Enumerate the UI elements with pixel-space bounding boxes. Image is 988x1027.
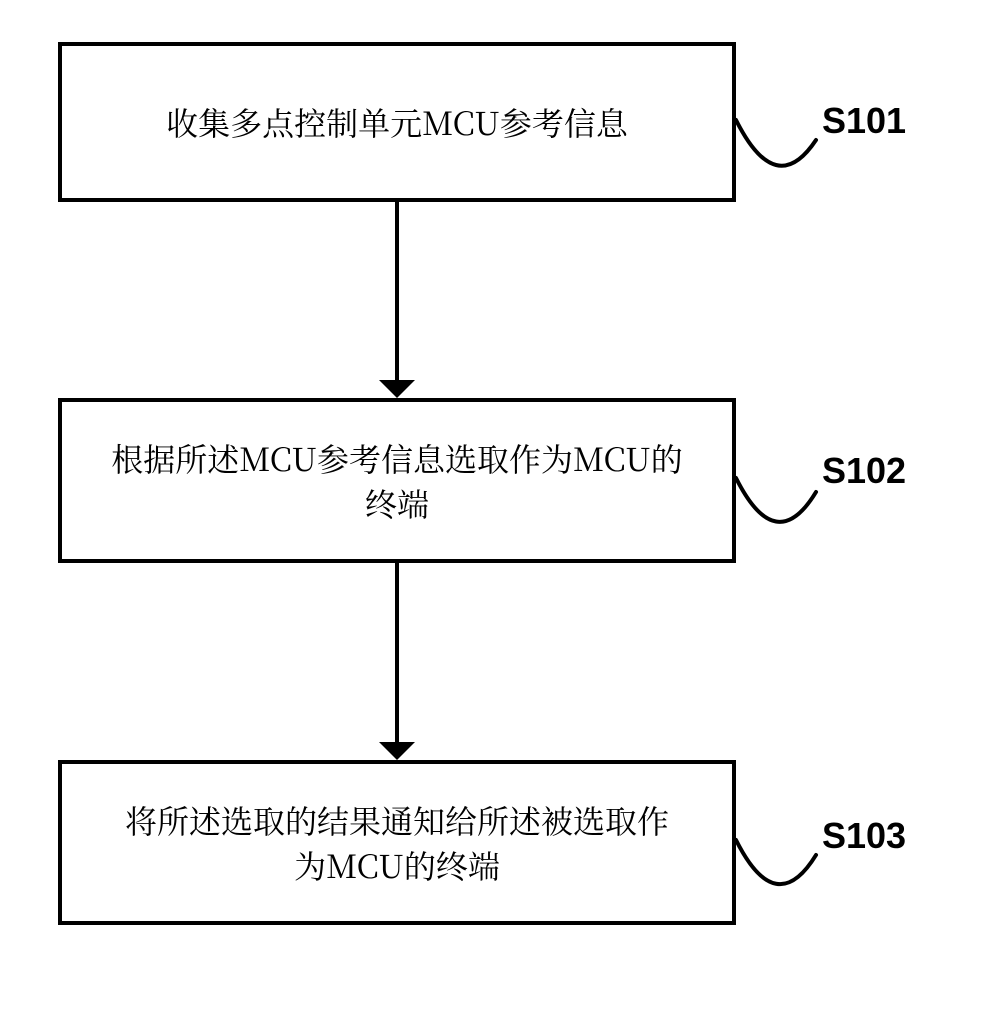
step-label-s102: S102	[822, 450, 906, 492]
step-label-s101: S101	[822, 100, 906, 142]
arrow-s102-s103	[375, 563, 419, 760]
arrow-s101-s102	[375, 202, 419, 398]
flowchart-container: 收集多点控制单元MCU参考信息 S101 根据所述MCU参考信息选取作为MCU的…	[0, 0, 988, 1027]
flow-node-s102: 根据所述MCU参考信息选取作为MCU的 终端	[58, 398, 736, 563]
flow-node-s103: 将所述选取的结果通知给所述被选取作 为MCU的终端	[58, 760, 736, 925]
curly-connector-s103	[726, 830, 826, 930]
flow-node-text: 将所述选取的结果通知给所述被选取作 为MCU的终端	[125, 798, 669, 888]
curly-connector-s101	[726, 110, 826, 210]
curly-connector-s102	[726, 468, 826, 568]
flow-node-text: 根据所述MCU参考信息选取作为MCU的 终端	[111, 436, 683, 526]
step-label-s103: S103	[822, 815, 906, 857]
flow-node-text: 收集多点控制单元MCU参考信息	[166, 100, 628, 145]
flow-node-s101: 收集多点控制单元MCU参考信息	[58, 42, 736, 202]
